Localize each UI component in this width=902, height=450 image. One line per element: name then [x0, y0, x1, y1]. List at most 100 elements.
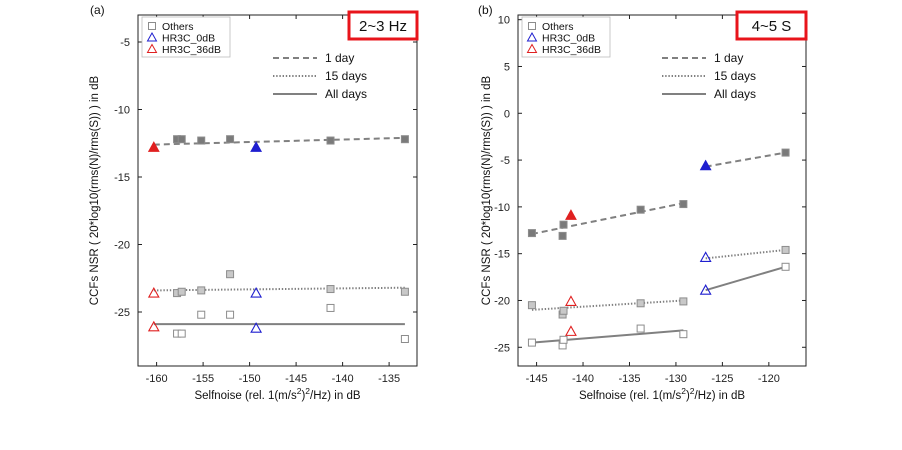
data-point	[699, 159, 712, 171]
legend-marker-hr3c_36db	[526, 43, 538, 53]
data-point	[565, 209, 577, 220]
legend-label: Others	[162, 21, 194, 33]
data-point	[147, 320, 160, 332]
x-axis-label-superscript: 2	[297, 386, 302, 396]
legend-box	[521, 16, 611, 58]
panel-b: -145 -140 -135 -130 -125 -120 -25 -20 -15 -10 -5 0 5…	[478, 3, 808, 402]
data-point	[326, 285, 335, 294]
legend-line-label: 15 days	[714, 69, 756, 83]
fit-line	[153, 286, 405, 292]
data-point	[679, 200, 688, 209]
x-axis-label: Selfnoise (rel. 1(m/s2)2/Hz) in dB	[194, 386, 360, 402]
legend-label: Others	[542, 21, 574, 33]
data-point	[527, 338, 536, 347]
legend-line-label: All days	[714, 87, 756, 101]
data-point	[565, 295, 577, 306]
x-axis-label-part: )	[301, 390, 305, 402]
panel-label: (b)	[478, 3, 493, 17]
data-point	[781, 245, 790, 254]
legend-marker-hr3c_0db	[146, 31, 158, 42]
plot-frame	[137, 14, 418, 367]
panel-label: (a)	[90, 3, 105, 17]
frequency-badge-text: 4~5 S	[752, 18, 792, 35]
data-point	[250, 286, 263, 298]
fit-line	[531, 299, 684, 311]
x-axis-label-part: Selfnoise (rel. 1(m/s	[194, 390, 297, 402]
legend-marker-hr3c_0db	[526, 31, 538, 42]
data-point	[400, 135, 409, 144]
data-point	[636, 299, 645, 308]
x-tick-label: -140	[332, 373, 354, 385]
legend-label: HR3C_36dB	[542, 44, 601, 56]
x-tick-label: -145	[285, 373, 307, 385]
y-tick-label: -10	[114, 105, 130, 117]
x-tick-label: -155	[192, 373, 214, 385]
y-tick-label: 10	[498, 15, 510, 27]
legend-line-label: All days	[325, 87, 367, 101]
legend-label: HR3C_0dB	[542, 33, 595, 45]
legend-line-label: 1 day	[714, 51, 743, 65]
data-point	[177, 287, 186, 296]
x-tick-label: -145	[526, 373, 548, 385]
frequency-badge-text: 2~3 Hz	[359, 18, 407, 35]
data-point	[400, 335, 409, 343]
data-point	[197, 136, 206, 145]
x-axis-label-superscript: 2	[690, 386, 695, 396]
legend-marker-others	[148, 22, 156, 30]
data-point	[226, 270, 235, 279]
fit-line	[705, 151, 786, 168]
x-tick-label: -130	[665, 373, 687, 385]
data-point	[636, 324, 645, 333]
data-point	[636, 205, 645, 214]
data-point	[679, 330, 688, 339]
data-point	[226, 310, 235, 319]
y-tick-label: -20	[114, 240, 130, 252]
line-legend: 1 day 15 days All days	[662, 51, 756, 101]
data-point	[527, 301, 536, 310]
x-axis-label-part: Selfnoise (rel. 1(m/s	[579, 390, 682, 402]
legend-line-label: 15 days	[325, 69, 367, 83]
y-tick-label: -20	[494, 295, 510, 307]
fit-line	[153, 136, 405, 146]
data-point	[147, 141, 160, 152]
x-tick-label: -135	[378, 373, 400, 385]
x-axis-label-part: /Hz) in dB	[310, 390, 361, 402]
y-tick-label: -5	[120, 37, 130, 49]
y-tick-label: 5	[504, 61, 510, 73]
data-point	[147, 286, 160, 298]
y-axis-label: CCFs NSR ( 20*log10(rms(N)/rms(S)) ) in …	[481, 75, 493, 305]
x-tick-label: -140	[572, 373, 594, 385]
x-tick-label: -135	[618, 373, 640, 385]
legend-marker-others	[528, 22, 536, 30]
fit-line	[705, 248, 786, 260]
y-axis-label: CCFs NSR ( 20*log10(rms(N)/rms(S)) ) in …	[89, 75, 101, 305]
fit-line	[531, 202, 684, 236]
legend-box	[141, 16, 231, 58]
data-point	[326, 303, 335, 312]
y-tick-label: -5	[500, 155, 510, 167]
data-point	[559, 335, 568, 344]
frequency-badge	[735, 10, 808, 41]
data-point	[781, 262, 790, 271]
legend-label: HR3C_36dB	[162, 44, 221, 56]
y-tick-label: -25	[114, 307, 130, 319]
x-axis-label-part: /Hz) in dB	[695, 390, 746, 402]
data-point	[699, 251, 712, 262]
data-point	[400, 287, 409, 296]
data-point	[197, 310, 206, 319]
legend-label: HR3C_0dB	[162, 33, 215, 45]
y-tick-label: -15	[114, 172, 130, 184]
legend-marker-hr3c_36db	[146, 43, 158, 53]
data-point	[559, 220, 568, 229]
data-point	[679, 297, 688, 306]
data-point	[250, 322, 263, 333]
fit-line	[705, 265, 786, 292]
data-point	[226, 135, 235, 144]
data-point	[565, 325, 577, 336]
x-tick-label: -120	[758, 373, 780, 385]
y-tick-label: -15	[494, 249, 510, 261]
data-point	[699, 284, 712, 295]
line-legend: 1 day 15 days All days	[273, 51, 367, 101]
x-tick-label: -160	[146, 373, 168, 385]
